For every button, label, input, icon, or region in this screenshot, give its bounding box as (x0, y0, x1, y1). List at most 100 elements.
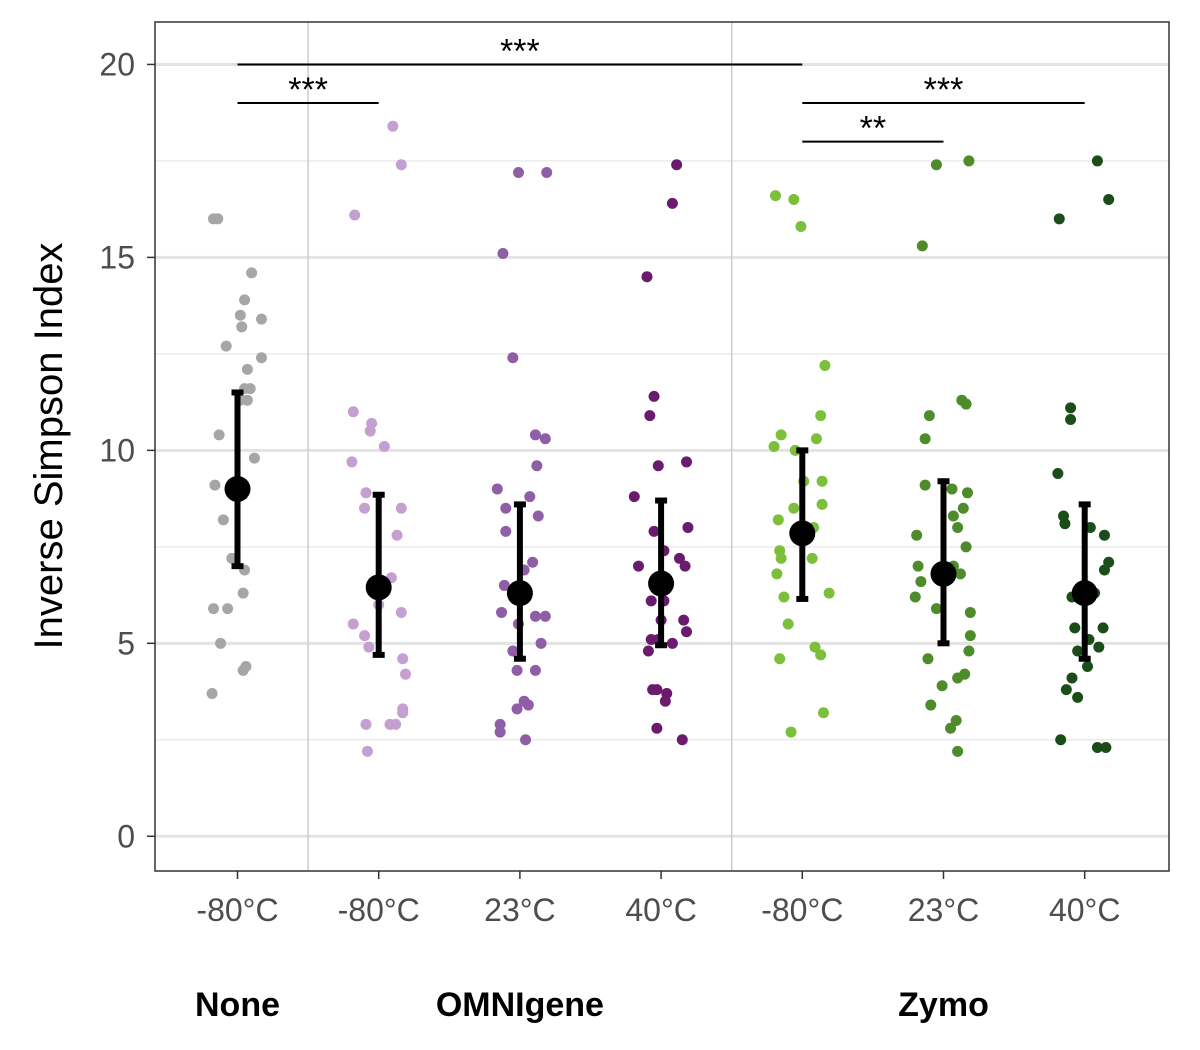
y-tick-label: 15 (99, 239, 135, 275)
y-tick-label: 10 (99, 432, 135, 468)
series-3 (491, 167, 553, 746)
data-point (520, 734, 532, 746)
data-point (494, 718, 506, 730)
data-point (1103, 194, 1115, 206)
data-point (952, 522, 964, 534)
data-point (390, 718, 402, 730)
data-point (212, 213, 224, 225)
y-axis: 0 5 10 15 20 (99, 46, 155, 854)
data-point (775, 429, 787, 441)
data-point (529, 664, 541, 676)
data-point (491, 483, 503, 495)
x-tick-label: -80°C (196, 892, 278, 928)
data-point (529, 429, 541, 441)
data-point (947, 510, 959, 522)
data-point (363, 641, 375, 653)
data-point (512, 167, 524, 179)
data-point (360, 718, 372, 730)
data-point (395, 159, 407, 171)
data-point (364, 425, 376, 437)
data-point (673, 552, 685, 564)
mean-point (789, 520, 816, 547)
data-point (954, 568, 966, 580)
data-point (628, 491, 640, 503)
y-tick-label: 20 (99, 46, 135, 82)
data-point (397, 707, 409, 719)
series-2 (346, 120, 412, 757)
data-point (246, 267, 258, 279)
x-tick-label: 23°C (484, 892, 556, 928)
series-4 (628, 159, 694, 746)
mean-point (365, 574, 392, 601)
data-point (666, 197, 678, 209)
data-point (788, 502, 800, 514)
data-point (952, 745, 964, 757)
data-point (778, 591, 790, 603)
data-point (651, 722, 663, 734)
x-tick-label: 40°C (625, 892, 697, 928)
data-point (681, 456, 693, 468)
data-point (633, 560, 645, 572)
data-point (241, 363, 253, 375)
data-point (772, 514, 784, 526)
data-point (816, 475, 828, 487)
data-point (346, 456, 358, 468)
data-point (769, 190, 781, 202)
data-point (500, 502, 512, 514)
data-point (378, 441, 390, 452)
data-point (237, 587, 249, 599)
x-tick-label: -80°C (338, 892, 420, 928)
data-point (678, 614, 690, 626)
data-point (1055, 734, 1067, 746)
data-point (930, 603, 942, 615)
data-point (912, 560, 924, 572)
data-point (539, 610, 551, 622)
data-point (522, 699, 534, 711)
data-point (960, 541, 972, 553)
data-point (349, 209, 361, 221)
data-point (1059, 518, 1071, 530)
error-bars (224, 389, 1098, 662)
group-label: None (195, 986, 280, 1024)
data-point (391, 529, 403, 541)
data-point (919, 433, 931, 445)
data-point (361, 745, 373, 757)
series-6 (909, 155, 976, 757)
mean-point (930, 560, 957, 587)
group-label: Zymo (898, 986, 989, 1024)
data-point (347, 406, 359, 418)
group-label: OMNIgene (436, 986, 604, 1024)
data-point (644, 410, 656, 422)
group-labels: None OMNIgene Zymo (195, 986, 989, 1024)
data-point (496, 606, 508, 618)
data-point (207, 603, 219, 615)
data-point (539, 433, 551, 445)
data-point (397, 653, 409, 665)
data-point (1093, 641, 1105, 653)
data-point (220, 340, 232, 352)
data-point (359, 502, 371, 514)
data-point (1091, 742, 1103, 754)
data-point (1098, 564, 1110, 576)
data-point (1072, 645, 1084, 657)
data-point (930, 159, 942, 171)
data-point (507, 645, 519, 657)
data-point (775, 552, 787, 564)
data-point (648, 390, 660, 402)
data-point (239, 294, 251, 306)
x-axis: -80°C -80°C 23°C 40°C -80°C 23°C 40°C (196, 871, 1120, 928)
data-point (256, 313, 268, 325)
data-point (241, 394, 253, 406)
data-point (815, 410, 827, 422)
data-point (925, 699, 937, 711)
mean-point (648, 570, 675, 597)
data-point (532, 510, 544, 522)
y-tick-label: 0 (117, 818, 135, 854)
data-point (946, 483, 958, 495)
significance-label: *** (500, 32, 540, 70)
data-point (788, 194, 800, 206)
data-point (213, 429, 225, 441)
mean-point (224, 475, 251, 502)
data-point (206, 687, 218, 699)
